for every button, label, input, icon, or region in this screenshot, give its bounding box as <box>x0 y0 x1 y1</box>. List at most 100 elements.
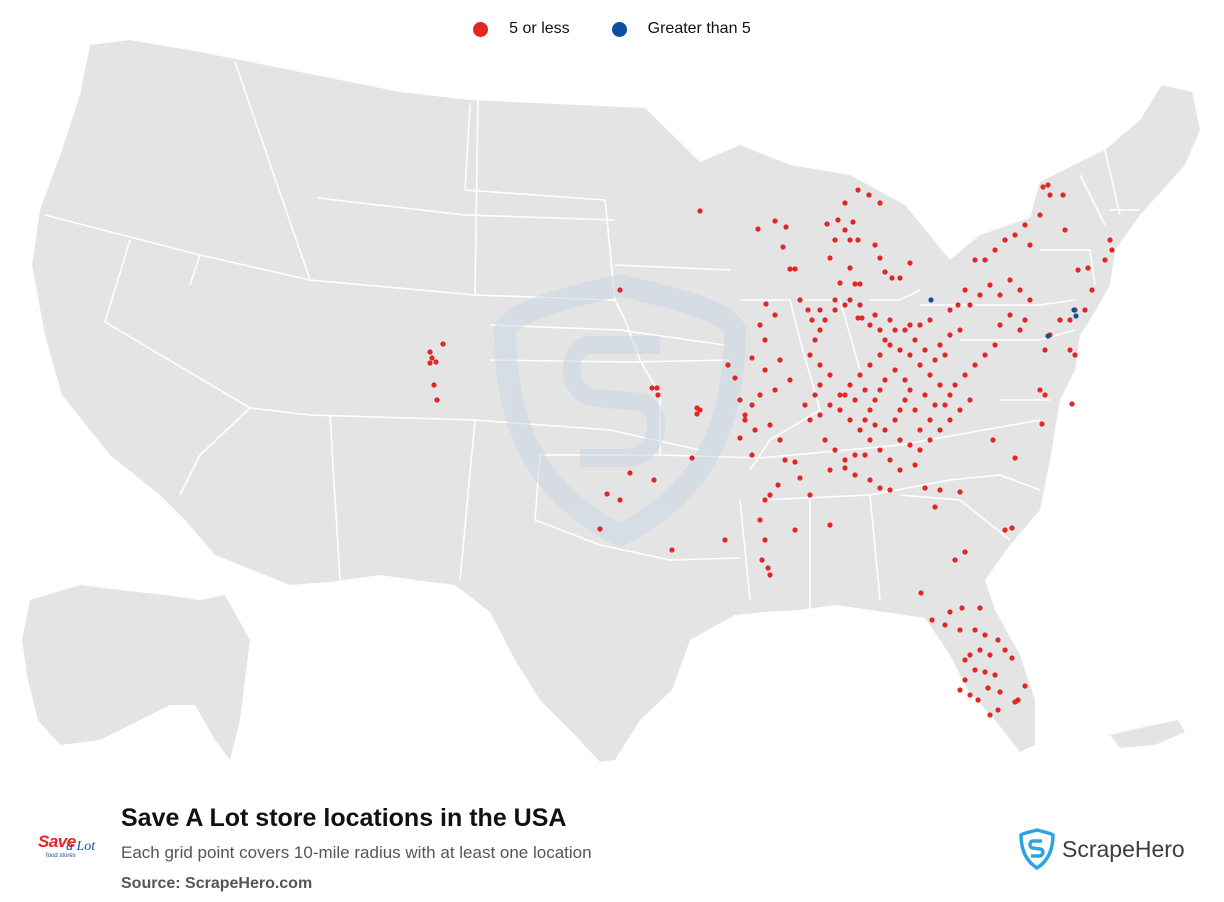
location-marker-low <box>967 692 973 698</box>
location-marker-low <box>1109 247 1115 253</box>
location-marker-low <box>797 475 803 481</box>
location-marker-low <box>649 385 655 391</box>
location-marker-low <box>882 269 888 275</box>
location-marker-low <box>755 226 761 232</box>
location-marker-low <box>847 297 853 303</box>
location-marker-low <box>604 491 610 497</box>
location-marker-low <box>772 218 778 224</box>
location-marker-low <box>862 452 868 458</box>
location-marker-low <box>952 382 958 388</box>
location-marker-low <box>982 669 988 675</box>
location-marker-low <box>927 372 933 378</box>
location-marker-low <box>842 200 848 206</box>
location-marker-low <box>912 337 918 343</box>
location-marker-low <box>1040 184 1046 190</box>
location-marker-low <box>725 362 731 368</box>
location-marker-low <box>922 347 928 353</box>
location-marker-low <box>1007 312 1013 318</box>
location-marker-low <box>832 297 838 303</box>
location-marker-low <box>1007 277 1013 283</box>
location-marker-low <box>722 537 728 543</box>
location-marker-low <box>882 427 888 433</box>
location-marker-low <box>809 317 815 323</box>
location-marker-low <box>892 367 898 373</box>
location-marker-low <box>929 617 935 623</box>
brand-logo-tagline: food stores <box>46 853 76 859</box>
location-marker-low <box>937 487 943 493</box>
location-marker-low <box>917 322 923 328</box>
location-marker-low <box>962 372 968 378</box>
location-marker-low <box>767 572 773 578</box>
location-marker-low <box>889 275 895 281</box>
location-marker-low <box>757 322 763 328</box>
location-marker-low <box>775 482 781 488</box>
location-marker-low <box>837 407 843 413</box>
location-marker-low <box>427 349 433 355</box>
location-marker-low <box>907 352 913 358</box>
location-marker-low <box>822 317 828 323</box>
location-marker-low <box>897 275 903 281</box>
location-marker-low <box>1067 317 1073 323</box>
location-marker-low <box>997 292 1003 298</box>
location-marker-low <box>837 280 843 286</box>
location-marker-low <box>932 402 938 408</box>
location-marker-low <box>985 685 991 691</box>
location-marker-low <box>1017 327 1023 333</box>
location-marker-low <box>942 352 948 358</box>
location-marker-low <box>749 452 755 458</box>
location-marker-low <box>1042 347 1048 353</box>
location-marker-low <box>847 237 853 243</box>
location-marker-low <box>817 327 823 333</box>
alaska <box>22 585 250 760</box>
location-marker-low <box>817 412 823 418</box>
location-marker-low <box>434 397 440 403</box>
location-marker-low <box>1022 317 1028 323</box>
location-marker-low <box>877 447 883 453</box>
location-marker-low <box>877 387 883 393</box>
location-marker-low <box>947 392 953 398</box>
location-marker-low <box>832 237 838 243</box>
location-marker-low <box>975 697 981 703</box>
location-marker-low <box>1089 287 1095 293</box>
location-marker-low <box>757 392 763 398</box>
location-marker-low <box>957 327 963 333</box>
location-marker-low <box>872 397 878 403</box>
location-marker-low <box>972 667 978 673</box>
location-marker-low <box>1002 647 1008 653</box>
location-marker-low <box>902 377 908 383</box>
location-marker-low <box>1039 421 1045 427</box>
location-marker-low <box>897 347 903 353</box>
location-marker-low <box>932 504 938 510</box>
location-marker-low <box>762 367 768 373</box>
location-marker-low <box>787 377 793 383</box>
scrapehero-watermark <box>493 273 747 548</box>
location-marker-low <box>922 485 928 491</box>
location-marker-low <box>429 355 435 361</box>
location-marker-low <box>1107 237 1113 243</box>
location-marker-low <box>922 392 928 398</box>
location-marker-low <box>967 397 973 403</box>
location-marker-low <box>902 397 908 403</box>
location-marker-low <box>627 470 633 476</box>
location-marker-low <box>617 287 623 293</box>
location-marker-low <box>887 487 893 493</box>
location-marker-low <box>1075 267 1081 273</box>
source-link[interactable]: Source: ScrapeHero.com <box>121 875 313 892</box>
location-marker-low <box>783 224 789 230</box>
location-marker-low <box>749 402 755 408</box>
location-marker-low <box>807 417 813 423</box>
hawaii <box>1110 720 1185 748</box>
location-marker-low <box>862 387 868 393</box>
location-marker-low <box>427 360 433 366</box>
location-marker-low <box>947 307 953 313</box>
location-marker-low <box>1062 227 1068 233</box>
location-marker-low <box>1037 212 1043 218</box>
location-marker-low <box>757 517 763 523</box>
location-marker-low <box>842 392 848 398</box>
location-marker-low <box>749 355 755 361</box>
location-marker-low <box>827 255 833 261</box>
location-marker-low <box>805 307 811 313</box>
location-marker-low <box>1069 401 1075 407</box>
location-marker-low <box>955 302 961 308</box>
location-marker-low <box>762 537 768 543</box>
